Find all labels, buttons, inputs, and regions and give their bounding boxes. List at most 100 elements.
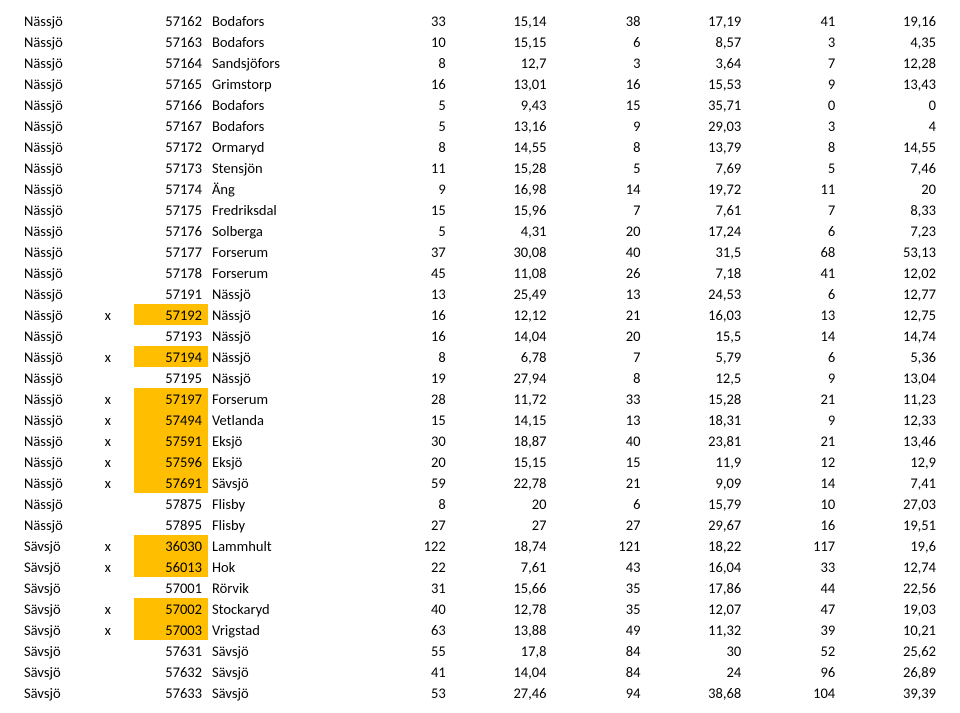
municipality-cell: Nässjö xyxy=(20,367,101,388)
postcode-cell: 57192 xyxy=(134,304,208,325)
table-row: Nässjöx57494Vetlanda1514,151318,31912,33 xyxy=(20,409,940,430)
value-cell: 7,46 xyxy=(839,157,940,178)
value-cell: 15,53 xyxy=(644,73,745,94)
flag-cell xyxy=(101,367,135,388)
flag-cell xyxy=(101,73,135,94)
value-cell: 7,61 xyxy=(450,556,551,577)
location-cell: Nässjö xyxy=(208,325,356,346)
municipality-cell: Nässjö xyxy=(20,346,101,367)
postcode-cell: 57197 xyxy=(134,388,208,409)
value-cell: 15,28 xyxy=(644,388,745,409)
flag-cell xyxy=(101,493,135,514)
location-cell: Sävsjö xyxy=(208,661,356,682)
value-cell: 22,56 xyxy=(839,577,940,598)
value-cell: 8 xyxy=(356,136,450,157)
table-row: Nässjö57172Ormaryd814,55813,79814,55 xyxy=(20,136,940,157)
value-cell: 4,31 xyxy=(450,220,551,241)
table-row: Sävsjöx57002Stockaryd4012,783512,074719,… xyxy=(20,598,940,619)
value-cell: 8 xyxy=(356,346,450,367)
flag-cell: x xyxy=(101,430,135,451)
flag-cell: x xyxy=(101,304,135,325)
value-cell: 31,5 xyxy=(644,241,745,262)
value-cell: 53 xyxy=(356,682,450,703)
value-cell: 12,74 xyxy=(839,556,940,577)
value-cell: 15 xyxy=(356,409,450,430)
table-row: Nässjö57875Flisby820615,791027,03 xyxy=(20,493,940,514)
value-cell: 13,16 xyxy=(450,115,551,136)
location-cell: Hok xyxy=(208,556,356,577)
table-row: Nässjöx57691Sävsjö5922,78219,09147,41 xyxy=(20,472,940,493)
value-cell: 33 xyxy=(550,388,644,409)
table-row: Sävsjö57001Rörvik3115,663517,864422,56 xyxy=(20,577,940,598)
value-cell: 16,04 xyxy=(644,556,745,577)
table-row: Sävsjö57632Sävsjö4114,0484249626,89 xyxy=(20,661,940,682)
value-cell: 39,39 xyxy=(839,682,940,703)
value-cell: 9 xyxy=(356,178,450,199)
value-cell: 24,53 xyxy=(644,283,745,304)
municipality-cell: Sävsjö xyxy=(20,535,101,556)
municipality-cell: Nässjö xyxy=(20,73,101,94)
postcode-cell: 57691 xyxy=(134,472,208,493)
municipality-cell: Sävsjö xyxy=(20,556,101,577)
flag-cell xyxy=(101,241,135,262)
value-cell: 19,72 xyxy=(644,178,745,199)
postcode-cell: 57875 xyxy=(134,493,208,514)
table-row: Nässjö57164Sandsjöfors812,733,64712,28 xyxy=(20,52,940,73)
table-row: Sävsjöx56013Hok227,614316,043312,74 xyxy=(20,556,940,577)
location-cell: Fredriksdal xyxy=(208,199,356,220)
value-cell: 15,5 xyxy=(644,325,745,346)
municipality-cell: Nässjö xyxy=(20,199,101,220)
municipality-cell: Nässjö xyxy=(20,241,101,262)
value-cell: 12,07 xyxy=(644,598,745,619)
value-cell: 17,86 xyxy=(644,577,745,598)
value-cell: 19 xyxy=(356,367,450,388)
table-row: Sävsjöx36030Lammhult12218,7412118,221171… xyxy=(20,535,940,556)
table-row: Nässjö57895Flisby27272729,671619,51 xyxy=(20,514,940,535)
postcode-cell: 57178 xyxy=(134,262,208,283)
location-cell: Solberga xyxy=(208,220,356,241)
flag-cell xyxy=(101,661,135,682)
municipality-cell: Nässjö xyxy=(20,136,101,157)
value-cell: 4,35 xyxy=(839,31,940,52)
value-cell: 37 xyxy=(356,241,450,262)
value-cell: 20 xyxy=(356,451,450,472)
flag-cell: x xyxy=(101,598,135,619)
value-cell: 28 xyxy=(356,388,450,409)
value-cell: 31 xyxy=(356,577,450,598)
flag-cell xyxy=(101,31,135,52)
value-cell: 35 xyxy=(550,598,644,619)
value-cell: 17,8 xyxy=(450,640,551,661)
municipality-cell: Nässjö xyxy=(20,52,101,73)
location-cell: Forserum xyxy=(208,388,356,409)
value-cell: 0 xyxy=(745,94,839,115)
postcode-cell: 57173 xyxy=(134,157,208,178)
postcode-cell: 57632 xyxy=(134,661,208,682)
value-cell: 12,77 xyxy=(839,283,940,304)
value-cell: 19,51 xyxy=(839,514,940,535)
value-cell: 12,28 xyxy=(839,52,940,73)
value-cell: 7,61 xyxy=(644,199,745,220)
value-cell: 22,78 xyxy=(450,472,551,493)
postcode-cell: 57002 xyxy=(134,598,208,619)
municipality-cell: Sävsjö xyxy=(20,577,101,598)
value-cell: 40 xyxy=(550,430,644,451)
value-cell: 0 xyxy=(839,94,940,115)
table-row: Nässjö57162Bodafors3315,143817,194119,16 xyxy=(20,10,940,31)
municipality-cell: Nässjö xyxy=(20,325,101,346)
value-cell: 41 xyxy=(356,661,450,682)
location-cell: Vetlanda xyxy=(208,409,356,430)
value-cell: 8 xyxy=(745,136,839,157)
value-cell: 40 xyxy=(356,598,450,619)
value-cell: 27,03 xyxy=(839,493,940,514)
municipality-cell: Sävsjö xyxy=(20,682,101,703)
municipality-cell: Nässjö xyxy=(20,514,101,535)
flag-cell xyxy=(101,577,135,598)
value-cell: 12,75 xyxy=(839,304,940,325)
table-row: Nässjö57173Stensjön1115,2857,6957,46 xyxy=(20,157,940,178)
municipality-cell: Nässjö xyxy=(20,178,101,199)
value-cell: 17,24 xyxy=(644,220,745,241)
value-cell: 23,81 xyxy=(644,430,745,451)
value-cell: 19,03 xyxy=(839,598,940,619)
value-cell: 3 xyxy=(745,31,839,52)
value-cell: 35,71 xyxy=(644,94,745,115)
